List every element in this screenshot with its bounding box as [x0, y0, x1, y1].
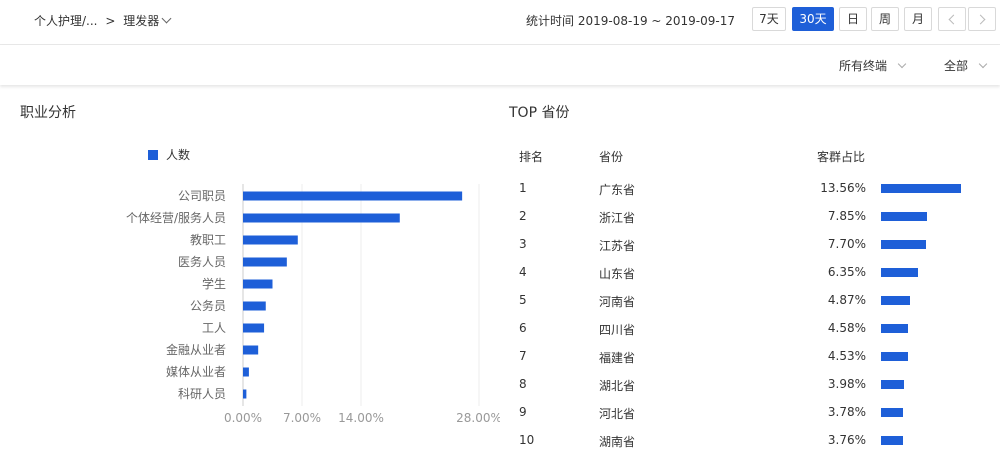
share-cell: 7.70%	[827, 237, 866, 251]
province-cell: 山东省	[599, 267, 636, 281]
province-cell: 河南省	[599, 295, 636, 309]
category-label: 教职工	[190, 232, 226, 247]
province-cell: 河北省	[599, 407, 636, 421]
terminal-dropdown[interactable]: 所有终端	[839, 57, 907, 74]
category-label: 科研人员	[178, 387, 226, 401]
prev-button[interactable]	[938, 7, 966, 31]
province-cell: 浙江省	[599, 211, 636, 225]
share-bar	[881, 324, 909, 333]
bar[interactable]	[243, 323, 265, 333]
share-cell: 4.58%	[827, 321, 866, 335]
share-bar	[881, 296, 910, 305]
share-bar	[881, 436, 904, 445]
top-bar: 个人护理/... > 理发器 统计时间 2019-08-19 ~ 2019-09…	[0, 0, 1000, 45]
province-cell: 湖南省	[599, 435, 636, 449]
bar[interactable]	[243, 257, 287, 267]
range-day-button[interactable]: 日	[839, 7, 867, 31]
province-cell: 福建省	[599, 351, 636, 365]
stat-period: 统计时间 2019-08-19 ~ 2019-09-17	[526, 12, 735, 29]
province-cell: 广东省	[599, 183, 636, 197]
date-range[interactable]: 2019-08-19 ~ 2019-09-17	[577, 14, 736, 28]
rank-cell: 7	[519, 349, 527, 363]
x-tick-label: 7.00%	[283, 411, 321, 425]
share-bar	[881, 240, 927, 249]
chevron-down-icon	[978, 59, 988, 69]
chevron-down-icon[interactable]	[161, 13, 172, 24]
category-label: 工人	[202, 321, 226, 335]
rank-cell: 5	[519, 293, 527, 307]
share-cell: 13.56%	[820, 181, 866, 195]
bar[interactable]	[243, 367, 249, 377]
rank-cell: 8	[519, 377, 527, 391]
province-cell: 江苏省	[599, 239, 636, 253]
province-cell: 湖北省	[599, 379, 636, 393]
share-bar	[881, 184, 961, 193]
share-cell: 6.35%	[827, 265, 866, 279]
range-7d-button[interactable]: 7天	[752, 7, 786, 31]
province-header: 省份	[599, 150, 624, 164]
bar[interactable]	[243, 345, 259, 355]
filter-bar: 所有终端 全部	[0, 45, 1000, 85]
share-bar	[881, 380, 905, 389]
category-label: 金融从业者	[166, 342, 226, 357]
category-label: 媒体从业者	[166, 365, 226, 379]
rank-cell: 9	[519, 405, 527, 419]
scope-dropdown[interactable]: 全部	[944, 57, 988, 74]
chart-legend[interactable]: 人数	[148, 146, 190, 163]
legend-swatch	[148, 150, 158, 160]
rank-header: 排名	[519, 150, 544, 164]
chevron-left-icon	[948, 14, 959, 25]
x-tick-label: 0.00%	[224, 411, 262, 425]
stat-label: 统计时间	[526, 14, 575, 28]
range-30d-button[interactable]: 30天	[792, 7, 834, 31]
scope-dropdown-label: 全部	[944, 59, 969, 73]
terminal-dropdown-label: 所有终端	[839, 59, 888, 73]
breadcrumb: 个人护理/... > 理发器	[34, 12, 172, 29]
share-bar	[881, 352, 908, 361]
rank-cell: 4	[519, 265, 527, 279]
bar[interactable]	[243, 235, 298, 245]
share-cell: 3.98%	[827, 377, 866, 391]
share-bar	[881, 212, 928, 221]
category-label: 公司职员	[178, 189, 226, 203]
share-bar	[881, 408, 904, 417]
bar[interactable]	[243, 301, 266, 311]
category-label: 医务人员	[178, 254, 226, 269]
category-label: 公务员	[190, 298, 226, 313]
share-cell: 3.76%	[827, 433, 866, 447]
bar[interactable]	[243, 389, 247, 399]
bar[interactable]	[243, 191, 463, 201]
occupation-bar-chart: 0.00% 7.00% 14.00% 28.00% 公司职员个体经营/服务人员教职工医务…	[126, 184, 500, 425]
share-header: 客群占比	[817, 150, 866, 164]
share-cell: 4.53%	[827, 349, 866, 363]
bar[interactable]	[243, 279, 273, 289]
bar[interactable]	[243, 213, 400, 223]
x-tick-label: 14.00%	[338, 411, 384, 425]
chevron-down-icon	[897, 59, 907, 69]
rank-cell: 6	[519, 321, 527, 335]
share-cell: 7.85%	[827, 209, 866, 223]
share-cell: 4.87%	[827, 293, 866, 307]
share-cell: 3.78%	[827, 405, 866, 419]
share-bar	[881, 268, 919, 277]
x-tick-label: 28.00%	[456, 411, 500, 425]
legend-label: 人数	[166, 148, 191, 162]
category-label: 个体经营/服务人员	[126, 210, 226, 225]
category-label: 学生	[202, 276, 226, 291]
range-month-button[interactable]: 月	[904, 7, 932, 31]
rank-cell: 3	[519, 237, 527, 251]
rank-cell: 10	[519, 433, 535, 447]
breadcrumb-separator: >	[105, 14, 116, 28]
rank-cell: 2	[519, 209, 527, 223]
chevron-right-icon	[975, 14, 986, 25]
next-button[interactable]	[968, 7, 996, 31]
top-provinces-title: TOP 省份	[509, 105, 570, 121]
rank-cell: 1	[519, 181, 527, 195]
breadcrumb-parent[interactable]: 个人护理/...	[34, 14, 98, 28]
breadcrumb-current[interactable]: 理发器	[123, 14, 160, 28]
range-week-button[interactable]: 周	[871, 7, 899, 31]
province-cell: 四川省	[599, 323, 636, 337]
occupation-title: 职业分析	[20, 105, 76, 121]
